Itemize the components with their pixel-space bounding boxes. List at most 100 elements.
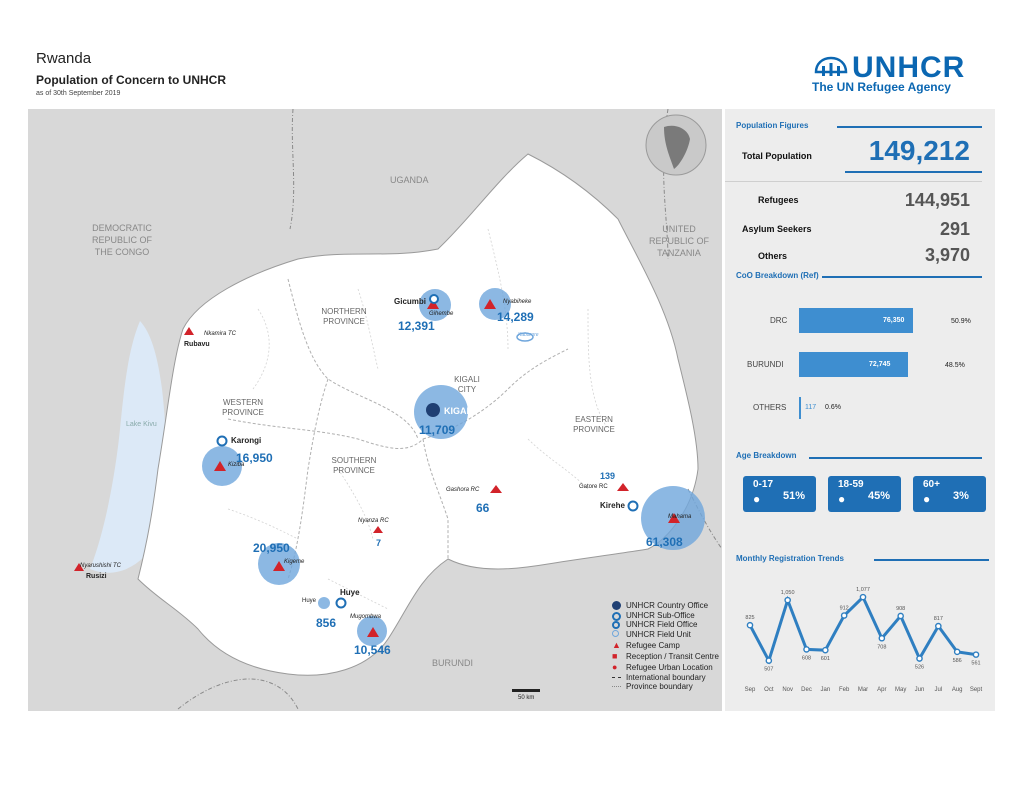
report-date: as of 30th September 2019: [36, 90, 121, 97]
trend-data-label: 561: [971, 661, 980, 667]
refugee-camp-icon: [214, 461, 226, 471]
asylum-seekers-value: 291: [939, 219, 970, 239]
map-canvas: [74, 109, 722, 710]
place-label: Nkamira TC: [204, 331, 237, 337]
province-label: KIGALI CITY: [454, 375, 480, 394]
coo-label: BURUNDI: [747, 360, 784, 369]
refugee-camp-icon: [427, 299, 439, 309]
total-population-value: 149,212: [868, 135, 970, 166]
province-label: SOUTHERN PROVINCE: [331, 456, 377, 475]
reception-centre-icon: ■: [612, 651, 618, 661]
international-boundary: [177, 109, 722, 710]
coo-pct: 0.6%: [825, 404, 841, 411]
coo-value: 117: [805, 404, 817, 411]
trend-data-label: 586: [953, 658, 962, 664]
reception-centre-icon: [373, 526, 383, 533]
trend-data-label: 1,077: [856, 587, 870, 593]
trend-data-label: 507: [764, 667, 773, 673]
coo-label: OTHERS: [753, 403, 787, 412]
page-title: Rwanda: [36, 50, 92, 67]
trend-tick-label: Nov: [782, 687, 793, 693]
trend-data-label: 526: [915, 665, 924, 671]
country-office-icon: [612, 601, 621, 610]
field-office-icon: [335, 597, 347, 609]
country-label: DEMOCRATIC REPUBLIC OF THE CONGO: [91, 223, 152, 257]
province-boundary-icon: [612, 686, 621, 687]
place-label: Kabarore: [518, 332, 539, 338]
reception-centre-icon: [617, 483, 629, 491]
trend-data-label: 601: [821, 656, 830, 662]
map-legend: UNHCR Country Office UNHCR Sub-Office UN…: [612, 600, 719, 691]
place-label: Karongi: [231, 436, 262, 445]
asylum-seekers-label: Asylum Seekers: [742, 224, 812, 234]
trend-point: [803, 646, 810, 653]
page-subtitle: Population of Concern to UNHCR: [36, 73, 226, 87]
unhcr-logo: UNHCR The UN Refugee Agency: [812, 52, 982, 96]
place-label: Mahama: [668, 514, 692, 520]
province-boundary: [287, 378, 329, 580]
age-range: 0-17: [753, 479, 774, 490]
place-label: Gihembe: [429, 311, 454, 317]
legend-item: UNHCR Sub-Office: [612, 611, 719, 621]
district-boundaries: [227, 228, 609, 610]
country-office-icon: [426, 403, 440, 417]
trend-point: [878, 634, 886, 642]
legend-item: ■ Reception / Transit Centre: [612, 651, 719, 662]
trend-line: [748, 594, 977, 665]
lake-kivu: [90, 321, 167, 573]
place-label: Kigeme: [284, 559, 305, 565]
legend-item: UNHCR Field Office: [612, 620, 719, 629]
transit-centre-icon: [184, 327, 194, 335]
sub-office-icon: [627, 500, 639, 512]
place-label: Rubavu: [184, 341, 210, 348]
population-value: 16,950: [236, 451, 273, 465]
elderly-icon: ●: [923, 492, 931, 506]
population-value: 7: [376, 538, 382, 548]
urban-location-icon: ●: [612, 662, 618, 672]
refugees-label: Refugees: [758, 195, 799, 205]
place-label: Kirehe: [600, 501, 625, 510]
place-label: Kiziba: [228, 462, 245, 468]
rwanda-map[interactable]: UGANDA DEMOCRATIC REPUBLIC OF THE CONGO …: [28, 109, 722, 711]
population-circle: [479, 288, 511, 320]
trend-tick-label: Aug: [952, 687, 963, 693]
trend-tick-label: Sep: [745, 687, 756, 693]
trend-tick-label: Jan: [820, 687, 830, 693]
coo-value: 76,350: [883, 317, 905, 324]
registration-trend-chart: 825 Sep 507 Oct 1,050 Nov 608 Dec 601 Jan 912 Feb 1,…: [745, 587, 983, 693]
trend-data-label: 608: [802, 655, 811, 661]
total-population-label: Total Population: [742, 151, 812, 161]
place-label: Nyabiheke: [503, 299, 532, 305]
adult-icon: ●: [838, 492, 846, 506]
legend-item: ▲ Refugee Camp: [612, 640, 680, 651]
coo-bar-drc: [799, 308, 913, 333]
trend-point: [765, 657, 773, 664]
age-range: 60+: [923, 479, 940, 490]
unhcr-emblem-icon: [814, 56, 848, 76]
place-label: Nyarushishi TC: [80, 563, 122, 569]
coo-label: DRC: [770, 316, 788, 325]
trend-data-label: 817: [934, 616, 943, 622]
age-pct: 3%: [953, 490, 969, 502]
refugee-camp-icon: [484, 299, 496, 309]
age-title: Age Breakdown: [736, 451, 797, 460]
trend-tick-label: Sept: [970, 687, 983, 693]
section-divider: [845, 171, 982, 173]
population-value: 66: [476, 501, 490, 515]
place-label: Rusizi: [86, 573, 107, 580]
field-office-icon: [429, 294, 439, 304]
age-group-0-17: 0-17 ● 51%: [743, 476, 816, 512]
trend-point: [746, 621, 754, 629]
trend-point: [916, 655, 923, 662]
place-label: Gatore RC: [579, 484, 608, 490]
trend-data-label: 825: [745, 615, 754, 621]
urban-location-marker: [516, 332, 534, 342]
refugees-value: 144,951: [904, 190, 970, 210]
coo-pct: 50.9%: [951, 318, 971, 325]
legend-item: UNHCR Country Office: [612, 600, 719, 611]
others-value: 3,970: [924, 245, 970, 265]
section-divider: [725, 181, 982, 182]
province-label: EASTERN PROVINCE: [573, 415, 615, 434]
age-group-60-plus: 60+ ● 3%: [913, 476, 986, 512]
trend-tick-label: Jul: [934, 687, 942, 693]
